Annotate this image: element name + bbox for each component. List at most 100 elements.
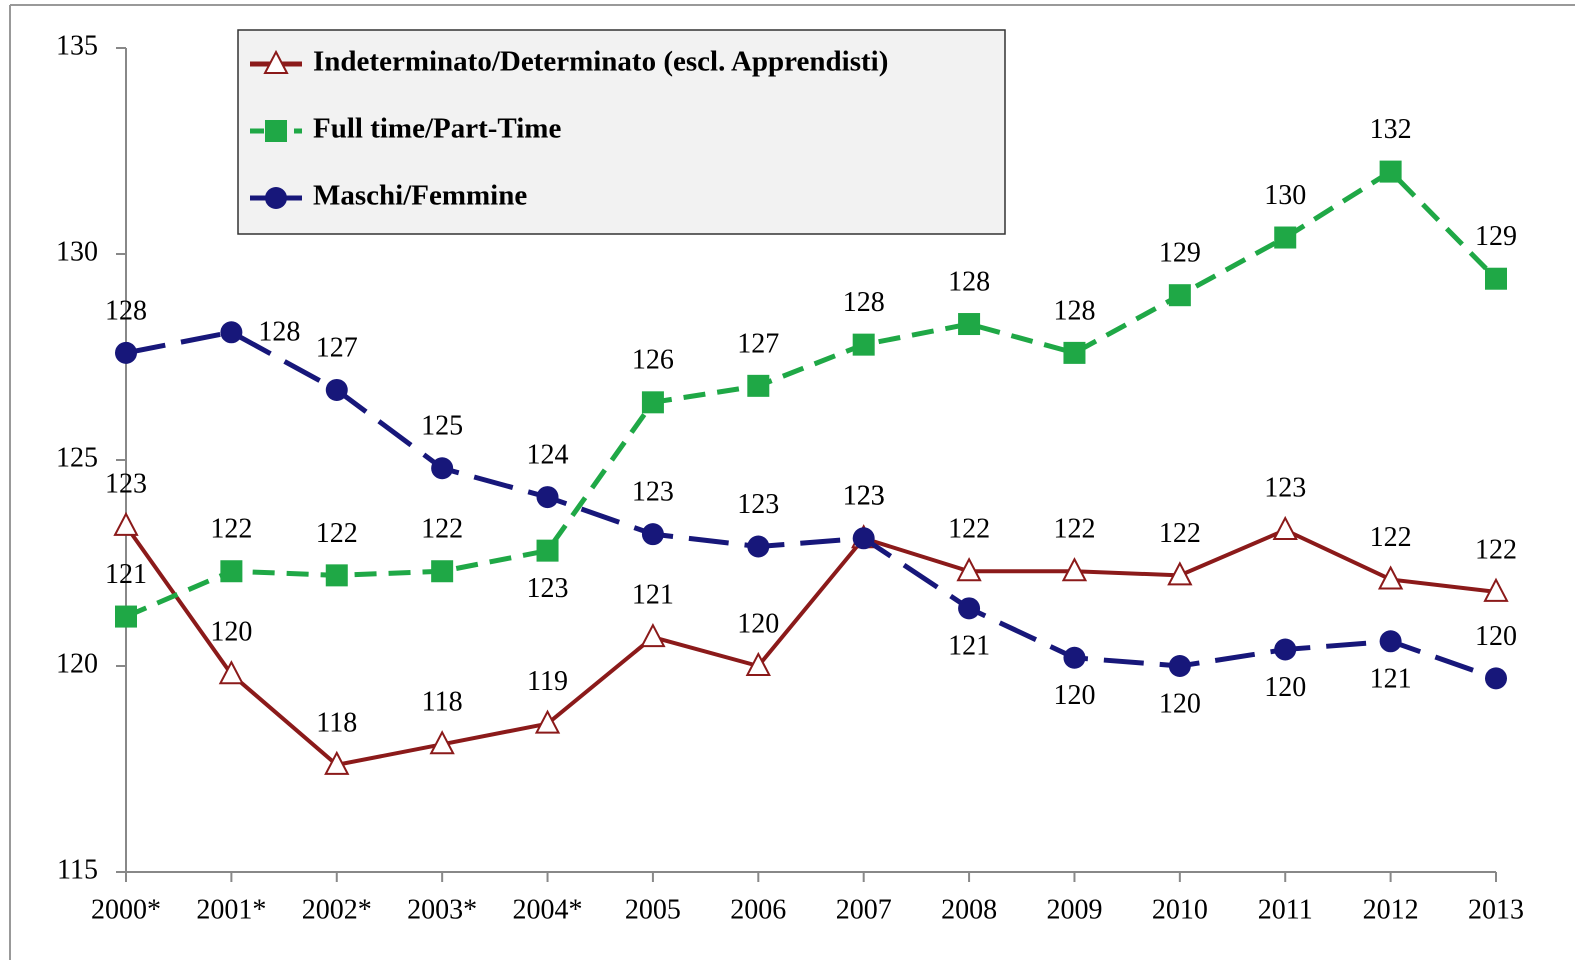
- point: [218, 660, 245, 685]
- x-tick-label: 2013: [1468, 894, 1524, 925]
- data-label: 121: [105, 559, 147, 590]
- y-tick-label: 120: [56, 648, 98, 679]
- x-tick-label: 2003*: [407, 894, 477, 925]
- data-label: 122: [210, 514, 252, 545]
- x-tick-label: 2006: [730, 894, 786, 925]
- x-tick-label: 2000*: [91, 894, 161, 925]
- x-tick-label: 2001*: [196, 894, 266, 925]
- point: [115, 605, 137, 628]
- point: [852, 527, 875, 550]
- point: [1379, 160, 1402, 183]
- point: [431, 560, 454, 583]
- point: [640, 623, 666, 648]
- point: [745, 651, 771, 676]
- legend-marker: [265, 187, 287, 209]
- data-label: 123: [105, 468, 147, 499]
- data-label: 120: [1264, 672, 1306, 703]
- data-label: 123: [1264, 472, 1306, 503]
- point: [958, 313, 981, 336]
- point: [113, 511, 139, 536]
- point: [1485, 267, 1507, 290]
- point: [534, 709, 561, 734]
- data-label: 129: [1475, 221, 1517, 252]
- series-line: [125, 168, 1498, 619]
- x-tick-label: 2004*: [513, 894, 583, 925]
- legend-label: Maschi/Femmine: [313, 180, 527, 212]
- data-label: 122: [316, 518, 358, 549]
- point: [1063, 646, 1086, 669]
- data-label: 132: [1370, 114, 1412, 145]
- legend-label: Indeterminato/Determinato (escl. Apprend…: [313, 46, 888, 78]
- x-tick-label: 2010: [1152, 894, 1208, 925]
- point: [324, 750, 350, 775]
- data-label: 128: [258, 317, 300, 348]
- data-label: 121: [948, 631, 990, 662]
- x-tick-label: 2007: [836, 894, 892, 925]
- data-label: 119: [527, 666, 568, 697]
- x-tick-label: 2005: [625, 894, 681, 925]
- data-label: 123: [843, 481, 885, 512]
- point: [1063, 341, 1086, 364]
- point: [1272, 515, 1298, 541]
- x-tick-label: 2002*: [302, 894, 372, 925]
- x-tick-label: 2012: [1363, 894, 1419, 925]
- point: [747, 374, 770, 397]
- point: [1167, 561, 1193, 586]
- legend-marker: [265, 120, 287, 142]
- data-label: 122: [1475, 534, 1517, 565]
- data-label: 125: [421, 411, 463, 442]
- series-line: [124, 524, 1497, 768]
- data-label: 128: [843, 287, 885, 318]
- point: [220, 560, 243, 583]
- data-label: 120: [1053, 680, 1095, 711]
- point: [747, 535, 770, 558]
- data-label: 127: [316, 332, 358, 363]
- data-label: 128: [1053, 295, 1095, 326]
- point: [429, 730, 455, 755]
- point: [220, 321, 243, 344]
- data-label: 120: [1159, 688, 1201, 719]
- data-label: 122: [1053, 514, 1095, 545]
- point: [536, 539, 559, 562]
- series-line: [125, 329, 1497, 681]
- point: [325, 378, 348, 401]
- data-label: 123: [843, 481, 885, 512]
- x-tick-label: 2009: [1046, 894, 1102, 925]
- data-label: 123: [527, 573, 569, 604]
- point: [1379, 630, 1402, 653]
- point: [641, 523, 664, 546]
- y-tick-label: 135: [56, 30, 98, 61]
- legend-marker: [263, 49, 289, 74]
- point: [431, 457, 454, 480]
- data-label: 118: [316, 707, 357, 738]
- data-label: 123: [737, 489, 779, 520]
- data-label: 127: [737, 328, 779, 359]
- x-tick-label: 2011: [1258, 894, 1313, 925]
- point: [1483, 577, 1509, 602]
- data-label: 128: [948, 266, 990, 297]
- data-label: 118: [422, 687, 463, 718]
- legend-box: [237, 29, 1006, 235]
- point: [115, 341, 137, 364]
- point: [1061, 557, 1088, 582]
- point: [852, 333, 875, 356]
- y-tick-label: 115: [57, 854, 98, 885]
- legend-label: Full time/Part-Time: [313, 113, 561, 145]
- data-label: 120: [737, 608, 779, 639]
- point: [1168, 284, 1191, 307]
- x-tick-label: 2008: [941, 894, 997, 925]
- point: [641, 391, 664, 414]
- data-label: 129: [1159, 238, 1201, 269]
- data-label: 123: [632, 477, 674, 508]
- point: [1274, 226, 1297, 249]
- data-label: 120: [210, 617, 252, 648]
- point: [1377, 565, 1404, 590]
- data-label: 122: [1370, 522, 1412, 553]
- data-label: 121: [632, 580, 674, 611]
- data-label: 126: [632, 345, 674, 376]
- data-label: 121: [1370, 664, 1412, 695]
- data-label: 120: [1475, 621, 1517, 652]
- point: [956, 557, 982, 582]
